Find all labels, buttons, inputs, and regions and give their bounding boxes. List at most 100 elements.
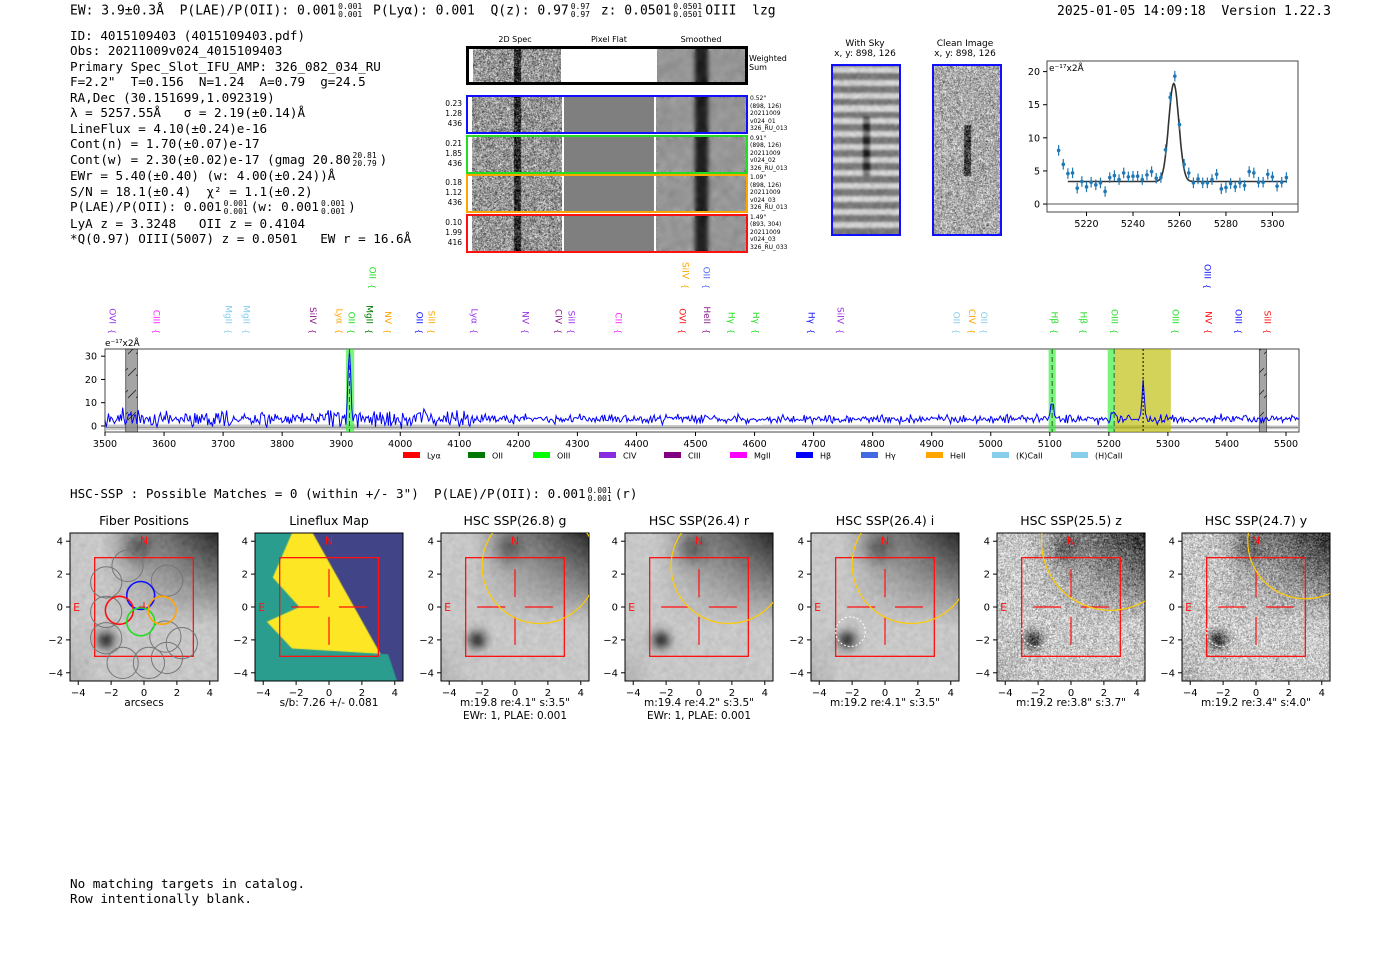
- line-label: SiIV: [307, 307, 317, 325]
- data-point: [1224, 185, 1228, 190]
- line-tick-brace: {: [427, 329, 436, 334]
- pixel-flat-image: [564, 215, 654, 251]
- line-tick-brace: {: [836, 329, 845, 334]
- x-tick-label: 0: [512, 688, 518, 699]
- x-tick-label: −2: [845, 688, 860, 699]
- legend-swatch: [533, 452, 550, 458]
- x-tick-label: 4800: [861, 439, 885, 450]
- x-tick-label: 2: [545, 688, 551, 699]
- fiber-circle: [90, 622, 123, 655]
- line-label: SiII: [426, 310, 436, 324]
- y-tick-label: 4: [1169, 537, 1175, 548]
- flag: lzg: [752, 3, 776, 19]
- fiber-stats: 0.23 1.28 436: [445, 99, 462, 128]
- data-point: [1159, 175, 1163, 180]
- line-label: OIII: [1109, 309, 1119, 324]
- y-tick-label: −2: [233, 635, 248, 646]
- col-2d-spec: 2D Spec: [498, 35, 532, 44]
- y-tick-label: 5: [1034, 166, 1040, 177]
- plya-value: P(Lyα): 0.001: [373, 3, 475, 19]
- y-tick-label: 0: [91, 421, 97, 432]
- x-tick-label: 2: [174, 688, 180, 699]
- aperture-box: [1021, 557, 1121, 657]
- x-tick-label: 5100: [1038, 439, 1062, 450]
- y-tick-label: −2: [789, 635, 804, 646]
- data-point: [1061, 162, 1066, 167]
- catalog-aperture-ellipse: [481, 533, 589, 625]
- data-point: [1117, 177, 1121, 182]
- line-tick-brace: {: [553, 329, 562, 334]
- stamp-frame: [624, 532, 774, 682]
- data-point: [1265, 172, 1270, 177]
- fiber-row: [466, 213, 748, 253]
- x-tick-label: 4: [1319, 688, 1325, 699]
- east-label: E: [444, 601, 451, 614]
- line-label: Hβ: [1077, 311, 1087, 324]
- fiber-info: 0.91" (898, 126) 20211009 v024_02 326_RU…: [750, 134, 788, 172]
- x-tick-label: 5300: [1156, 439, 1180, 450]
- fiber-row: [466, 95, 748, 134]
- x-tick-label: 4: [948, 688, 954, 699]
- line-label: OII: [366, 267, 376, 279]
- aperture-box: [649, 557, 749, 657]
- stamp-caption: arcsecs: [124, 697, 164, 709]
- data-point: [1177, 122, 1182, 127]
- line-tick-brace: {: [346, 329, 355, 334]
- info-obs: Obs: 20211009v024_4015109403: [70, 43, 283, 59]
- fiber-smoothed-image: [656, 215, 746, 251]
- y-tick-label: −2: [603, 635, 618, 646]
- x-tick-label: 0: [1253, 688, 1259, 699]
- plae-lower: 0.001: [223, 206, 248, 216]
- center-marker: [139, 602, 146, 609]
- fiber-stats: 0.10 1.99 416: [445, 217, 462, 247]
- stamp-caption: m:19.2 re:3.4" s:4.0": [1201, 697, 1311, 709]
- legend-label: MgII: [754, 452, 771, 461]
- line-tick-brace: {: [807, 329, 816, 334]
- contw-end: ): [379, 151, 388, 167]
- east-label: E: [258, 601, 265, 614]
- stamp-caption: m:19.2 re:3.8" s:3.7": [1016, 697, 1126, 709]
- x-tick-label: 4000: [388, 439, 412, 450]
- x-tick-label: 4700: [802, 439, 826, 450]
- data-point: [1080, 179, 1084, 184]
- data-point: [1270, 175, 1275, 179]
- x-tick-label: 2: [359, 688, 365, 699]
- legend-swatch: [796, 452, 813, 458]
- line-tick-brace: {: [334, 329, 343, 334]
- star-mask-circle: [1206, 616, 1237, 647]
- footer-line-1: No matching targets in catalog.: [70, 876, 306, 891]
- line-tick-brace: {: [1204, 329, 1213, 334]
- stamp-overlay: N E −4 −4 −2 −2 0 0 2 2 4 4: [419, 532, 590, 699]
- data-point: [1098, 181, 1103, 185]
- line-label: Hγ: [750, 312, 760, 325]
- info-id: ID: 4015109403 (4015109403.pdf): [70, 28, 306, 43]
- fiber-2d-image: [472, 97, 562, 132]
- y-tick-label: 0: [612, 603, 618, 614]
- east-label: E: [628, 601, 635, 614]
- with-sky-xy: x, y: 898, 126: [834, 49, 896, 59]
- x-tick-label: 0: [326, 688, 332, 699]
- data-point: [1131, 174, 1135, 179]
- stamp-caption-2: EWr: 1, PLAE: 0.001: [646, 710, 752, 722]
- line-label: CII: [613, 312, 623, 324]
- pixel-flat-image: [564, 176, 654, 211]
- data-point: [1210, 177, 1214, 182]
- data-point: [1112, 173, 1117, 178]
- x-tick-label: 2: [915, 688, 921, 699]
- x-tick-label: 4300: [565, 439, 589, 450]
- line-label: OIII: [1201, 264, 1211, 279]
- x-tick-label: 2: [1286, 688, 1292, 699]
- line-tick-brace: {: [979, 329, 988, 334]
- hsc-lower: 0.001: [587, 493, 612, 503]
- east-label: E: [1000, 601, 1007, 614]
- x-tick-label: −4: [626, 688, 641, 699]
- line-label: Hγ: [725, 312, 735, 325]
- line-label: MgII: [222, 305, 232, 324]
- legend-label: OII: [492, 452, 503, 461]
- x-tick-label: 5200: [1097, 439, 1121, 450]
- line-id: OIII: [705, 3, 737, 19]
- north-label: N: [1067, 535, 1075, 548]
- y-tick-label: 4: [428, 537, 434, 548]
- stamp-title: HSC SSP(24.7) y: [1204, 513, 1308, 528]
- fiber-stats: 0.21 1.85 436: [445, 138, 462, 168]
